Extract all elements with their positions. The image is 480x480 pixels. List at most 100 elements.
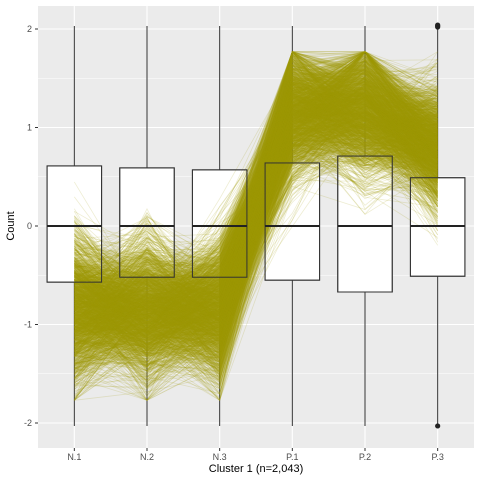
profile-line: [74, 110, 438, 380]
profile-line: [74, 109, 438, 401]
profile-line: [74, 105, 438, 317]
profile-line: [74, 107, 438, 330]
profile-line: [74, 107, 438, 382]
profile-line: [74, 145, 438, 349]
profile-line: [74, 87, 439, 309]
profile-line: [74, 57, 438, 328]
profile-line: [74, 55, 439, 294]
profile-line: [74, 98, 438, 334]
profile-line: [74, 64, 439, 329]
profile-line: [73, 66, 438, 375]
profile-line: [74, 92, 438, 348]
profile-line: [74, 114, 438, 311]
profile-line: [74, 51, 438, 351]
profile-line: [73, 52, 438, 334]
profile-line: [74, 100, 438, 344]
profile-line: [74, 59, 438, 309]
profile-line: [74, 106, 439, 314]
profile-line: [74, 128, 438, 378]
profile-line: [74, 122, 438, 348]
profile-line: [74, 67, 438, 337]
profile-line: [74, 78, 438, 337]
profile-line: [74, 123, 438, 353]
profile-line: [74, 82, 438, 374]
profile-line: [74, 90, 438, 390]
profile-line: [73, 111, 438, 380]
profile-line: [74, 105, 438, 319]
profile-line: [74, 51, 439, 334]
profile-line: [74, 89, 438, 347]
profile-line: [74, 101, 438, 320]
profile-line: [74, 104, 438, 328]
profile-line: [74, 142, 438, 333]
profile-line: [74, 109, 438, 334]
profile-line: [74, 116, 438, 354]
profile-line: [74, 60, 438, 320]
profile-line: [74, 127, 438, 349]
profile-line: [74, 114, 438, 375]
profile-line: [74, 122, 438, 376]
profile-line: [74, 94, 438, 363]
profile-line: [74, 51, 439, 307]
profile-line: [74, 112, 438, 350]
profile-line: [73, 82, 438, 365]
profile-line: [74, 67, 438, 364]
profile-line: [74, 69, 439, 356]
profile-line: [74, 78, 438, 401]
profile-line: [74, 88, 438, 366]
profile-line: [74, 92, 438, 332]
profile-line: [74, 91, 438, 378]
profile-line: [74, 68, 438, 331]
profile-line: [74, 79, 438, 342]
profile-line: [74, 131, 438, 323]
profile-line: [74, 95, 439, 331]
profile-line: [74, 59, 438, 351]
profile-line: [74, 63, 438, 295]
profile-line: [74, 100, 438, 333]
profile-line: [74, 51, 439, 320]
profile-line: [73, 63, 438, 352]
profile-line: [74, 51, 439, 323]
profile-line: [74, 52, 438, 363]
profile-line: [74, 109, 438, 372]
profile-line: [74, 51, 438, 346]
profile-line: [74, 96, 438, 308]
profile-line: [74, 93, 439, 334]
profile-line: [74, 69, 439, 341]
profile-line: [74, 84, 438, 300]
profile-line: [74, 105, 438, 327]
profile-line: [74, 95, 439, 343]
x-tick-label-2: N.3: [213, 452, 227, 462]
profile-line: [74, 109, 438, 342]
profile-line: [74, 100, 438, 341]
x-tick-label-1: N.2: [140, 452, 154, 462]
profile-line: [74, 74, 439, 341]
profile-line: [74, 72, 438, 305]
profile-line: [74, 121, 438, 348]
profile-line: [74, 51, 438, 325]
profile-line: [74, 68, 438, 289]
profile-line: [74, 87, 439, 312]
profile-line: [74, 115, 438, 312]
profile-line: [74, 91, 438, 324]
profile-line: [74, 92, 438, 340]
profile-line: [74, 55, 438, 330]
profile-line: [74, 126, 438, 385]
profile-line: [74, 71, 438, 303]
profile-line: [74, 144, 438, 364]
profile-line: [74, 51, 439, 332]
profile-line: [73, 60, 439, 358]
profile-line: [74, 58, 438, 327]
profile-line: [74, 83, 438, 294]
profile-line: [74, 93, 438, 311]
profile-line: [74, 89, 438, 378]
profile-line: [74, 60, 438, 337]
profile-line: [74, 63, 439, 297]
profile-line: [74, 68, 438, 399]
profile-line: [73, 81, 438, 337]
profile-line: [74, 95, 438, 316]
profile-line: [74, 105, 438, 329]
profile-line: [74, 94, 438, 330]
profile-line: [74, 84, 438, 324]
profile-line: [74, 95, 438, 318]
